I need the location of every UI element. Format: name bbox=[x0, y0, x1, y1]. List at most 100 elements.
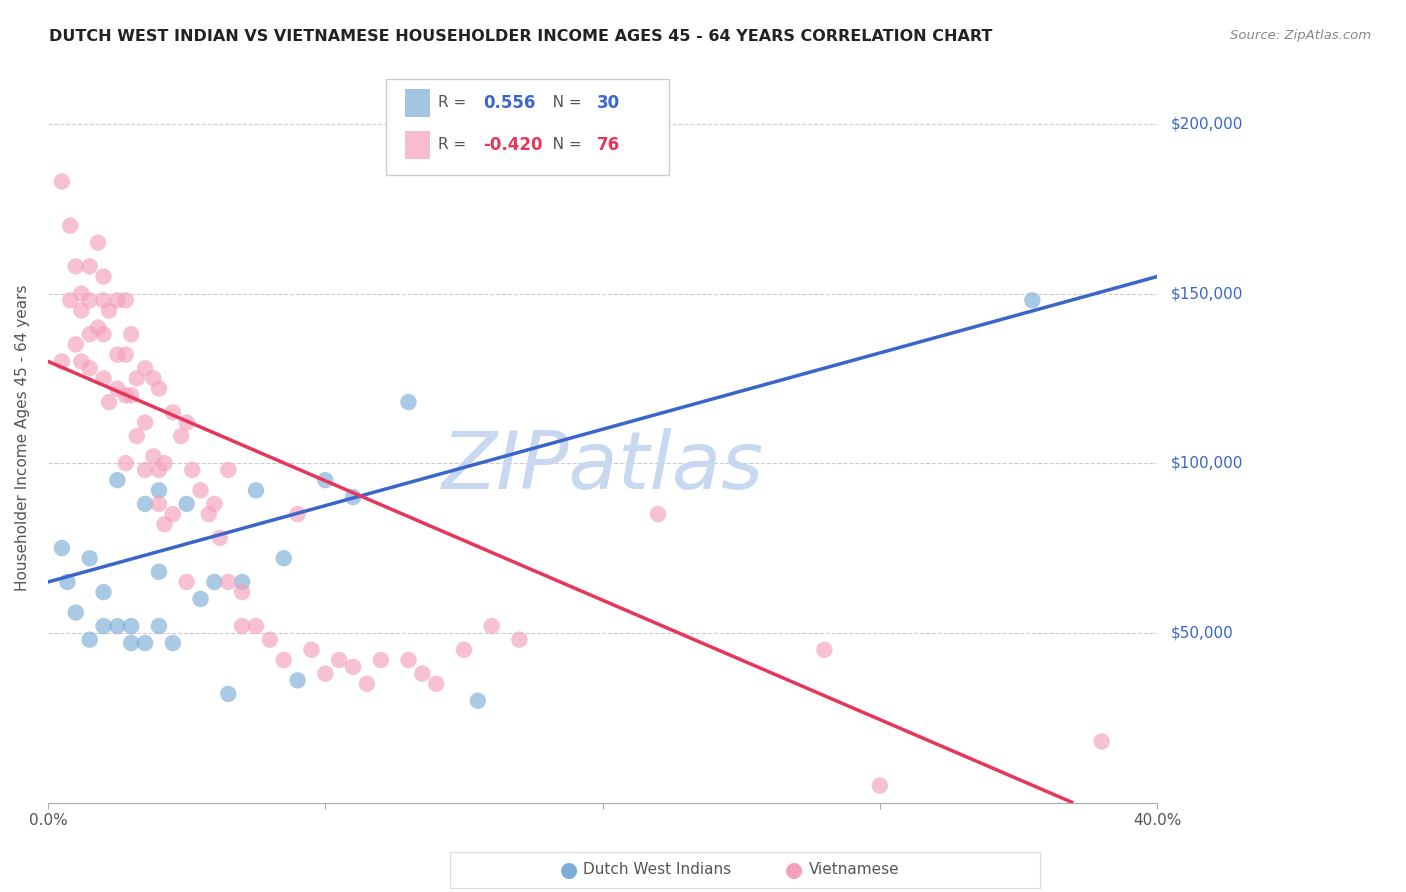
Point bbox=[508, 632, 530, 647]
Point bbox=[869, 779, 891, 793]
Text: DUTCH WEST INDIAN VS VIETNAMESE HOUSEHOLDER INCOME AGES 45 - 64 YEARS CORRELATIO: DUTCH WEST INDIAN VS VIETNAMESE HOUSEHOL… bbox=[49, 29, 993, 44]
Point bbox=[105, 348, 128, 362]
Text: 30: 30 bbox=[598, 94, 620, 112]
Point bbox=[162, 636, 184, 650]
Point bbox=[202, 574, 225, 589]
Point bbox=[273, 653, 295, 667]
Point bbox=[202, 497, 225, 511]
Point bbox=[314, 666, 336, 681]
Point bbox=[59, 293, 82, 308]
Point bbox=[153, 517, 176, 532]
Text: Vietnamese: Vietnamese bbox=[808, 863, 898, 877]
Point bbox=[142, 371, 165, 385]
Point bbox=[79, 361, 101, 376]
Point bbox=[93, 371, 115, 385]
Point bbox=[134, 416, 156, 430]
Point bbox=[148, 463, 170, 477]
Text: Source: ZipAtlas.com: Source: ZipAtlas.com bbox=[1230, 29, 1371, 42]
Point bbox=[105, 473, 128, 487]
FancyBboxPatch shape bbox=[387, 78, 669, 175]
Point bbox=[273, 551, 295, 566]
Point bbox=[198, 507, 221, 521]
Point bbox=[105, 382, 128, 396]
Point bbox=[231, 619, 253, 633]
Point bbox=[51, 354, 73, 368]
Point bbox=[453, 643, 475, 657]
Point bbox=[105, 293, 128, 308]
Point bbox=[217, 687, 239, 701]
Point bbox=[176, 416, 198, 430]
Point bbox=[93, 269, 115, 284]
Text: 0.556: 0.556 bbox=[482, 94, 536, 112]
Point bbox=[125, 371, 148, 385]
Point bbox=[79, 632, 101, 647]
Point bbox=[134, 361, 156, 376]
Text: $50,000: $50,000 bbox=[1171, 625, 1233, 640]
Point bbox=[65, 260, 87, 274]
Point bbox=[190, 591, 212, 606]
Point bbox=[79, 293, 101, 308]
Point bbox=[114, 456, 136, 470]
Point bbox=[120, 636, 142, 650]
Point bbox=[120, 619, 142, 633]
Point bbox=[647, 507, 669, 521]
Text: R =: R = bbox=[439, 137, 471, 153]
Point bbox=[176, 574, 198, 589]
Point bbox=[467, 694, 489, 708]
Point bbox=[342, 490, 364, 504]
Y-axis label: Householder Income Ages 45 - 64 years: Householder Income Ages 45 - 64 years bbox=[15, 285, 30, 591]
Point bbox=[190, 483, 212, 498]
Point bbox=[70, 286, 93, 301]
Point bbox=[162, 405, 184, 419]
Point bbox=[93, 619, 115, 633]
Point bbox=[356, 677, 378, 691]
Point bbox=[114, 388, 136, 402]
Point bbox=[148, 619, 170, 633]
Point bbox=[176, 497, 198, 511]
Point bbox=[398, 395, 420, 409]
Point bbox=[93, 293, 115, 308]
Point bbox=[481, 619, 503, 633]
FancyBboxPatch shape bbox=[405, 89, 430, 117]
Point bbox=[70, 354, 93, 368]
Point bbox=[65, 337, 87, 351]
Point bbox=[70, 303, 93, 318]
Point bbox=[51, 175, 73, 189]
Point bbox=[59, 219, 82, 233]
Point bbox=[87, 235, 110, 250]
Point bbox=[148, 565, 170, 579]
Point bbox=[105, 619, 128, 633]
Point bbox=[314, 473, 336, 487]
Point bbox=[411, 666, 433, 681]
Point bbox=[51, 541, 73, 555]
Point bbox=[93, 585, 115, 599]
Point bbox=[79, 260, 101, 274]
Text: N =: N = bbox=[538, 95, 586, 111]
Point bbox=[79, 327, 101, 342]
Point bbox=[259, 632, 281, 647]
Point bbox=[217, 463, 239, 477]
Point bbox=[134, 497, 156, 511]
Point bbox=[245, 619, 267, 633]
Point bbox=[114, 348, 136, 362]
Point bbox=[87, 320, 110, 334]
Point bbox=[1091, 734, 1114, 748]
Text: N =: N = bbox=[538, 137, 586, 153]
Text: 76: 76 bbox=[598, 136, 620, 153]
Point bbox=[120, 327, 142, 342]
Point bbox=[245, 483, 267, 498]
Point bbox=[98, 303, 121, 318]
Point bbox=[170, 429, 193, 443]
Text: ●: ● bbox=[786, 860, 803, 880]
Point bbox=[134, 636, 156, 650]
Point bbox=[98, 395, 121, 409]
Point bbox=[114, 293, 136, 308]
Point bbox=[148, 483, 170, 498]
Point bbox=[342, 660, 364, 674]
Point bbox=[287, 507, 309, 521]
Point bbox=[65, 606, 87, 620]
Point bbox=[125, 429, 148, 443]
Text: $100,000: $100,000 bbox=[1171, 456, 1243, 471]
Point bbox=[142, 450, 165, 464]
Point bbox=[425, 677, 447, 691]
